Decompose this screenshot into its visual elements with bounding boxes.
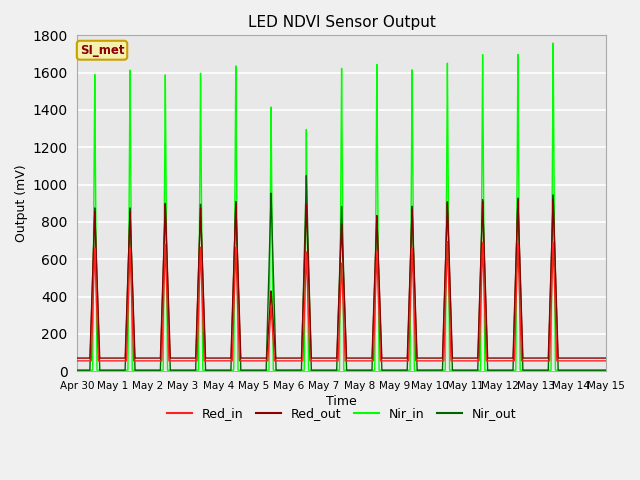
Y-axis label: Output (mV): Output (mV) — [15, 165, 28, 242]
Legend: Red_in, Red_out, Nir_in, Nir_out: Red_in, Red_out, Nir_in, Nir_out — [162, 402, 522, 425]
Title: LED NDVI Sensor Output: LED NDVI Sensor Output — [248, 15, 436, 30]
Text: SI_met: SI_met — [80, 44, 124, 57]
X-axis label: Time: Time — [326, 395, 357, 408]
